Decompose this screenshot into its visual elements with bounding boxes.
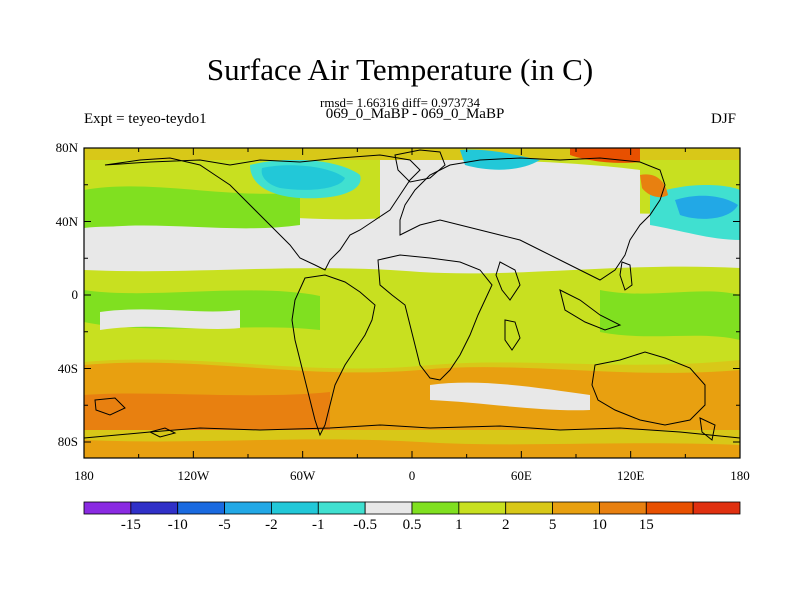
field-southern-white [430,382,590,411]
colorbar-label: 5 [548,517,557,533]
lon-tick-label: 180 [74,468,94,483]
colorbar-swatch [83,501,132,515]
coast-africa [377,254,493,381]
coast-madagascar [504,319,521,351]
field-arctic-cold [460,149,540,170]
colorbar [83,501,741,515]
coast-nz [699,417,716,441]
colorbar-swatch [271,501,319,515]
colorbar-swatch [411,501,460,515]
colorbar-label: 2 [501,517,510,533]
colorbar-label: -2 [265,517,278,533]
colorbar-label: -0.5 [353,517,378,533]
colorbar-label: -15 [120,517,141,533]
colorbar-swatch [364,501,413,515]
field-eurasia-white [380,159,640,267]
coast-australia [591,351,706,426]
coast-southern-island [94,397,126,416]
season-label: DJF [711,111,737,127]
lat-tick-label: 0 [71,287,79,302]
field-band-dark-orange [84,392,330,430]
colorbar-label: 15 [638,517,654,533]
field-pacific-white [100,309,240,330]
coast-india [495,261,521,301]
lat-tick-label: 40N [55,213,78,229]
stats-line: rmsd= 1.66316 diff= 0.973734 [320,95,480,110]
axis-ticks [83,147,741,458]
colorbar-swatch [130,501,179,515]
plot-title: Surface Air Temperature (in C) [206,52,594,87]
experiment-label: Expt = teyeo-teydo1 [84,111,207,127]
colorbar-swatch [317,501,366,515]
coast-se-asia [559,289,622,331]
coast-eurasia [399,157,666,281]
coast-greenland [394,149,446,183]
temperature-field [84,148,740,458]
colorbar-label: -5 [218,517,231,533]
field-north-pacific-white [84,226,260,264]
colorbar-label: 1 [455,517,463,533]
lat-tick-label: 80S [57,434,78,449]
field-cold-patch-np-core [675,195,738,219]
coast-east-asia-island [619,261,633,291]
lon-tick-label: 60W [290,468,316,483]
coast-antarctica [84,424,740,439]
colorbar-swatch [224,501,272,515]
field-band-east-green [600,290,740,340]
field-arctic-warm [570,148,640,163]
field-siberia-warm [640,174,668,198]
lon-tick-label: 60E [510,468,532,483]
colorbar-swatch [552,501,600,515]
case-label: 069_0_MaBP - 069_0_MaBP [325,106,505,122]
coast-antarctic-peninsula [148,427,177,438]
lon-tick-label: 180 [730,468,750,483]
coast-south-america [291,274,376,437]
colorbar-swatch [505,501,553,515]
lat-tick-label: 40S [57,360,78,376]
colorbar-label: 10 [591,517,607,533]
colorbar-label: 0.5 [402,517,422,533]
colorbar-swatch [692,501,741,515]
lon-tick-label: 120E [616,468,645,483]
colorbar-swatch [177,501,225,515]
lon-tick-label: 120W [177,468,210,483]
lat-tick-label: 80N [55,140,78,155]
coast-north-america [104,154,421,271]
coastlines [84,149,740,441]
colorbar-swatch [645,501,694,515]
field-cold-patch-na-core [261,165,345,190]
lon-tick-label: 0 [408,468,416,483]
colorbar-swatch [599,501,647,515]
colorbar-label: -10 [167,517,188,533]
colorbar-label: -1 [312,517,325,533]
colorbar-swatch [458,501,507,515]
field-band-antarctic-orange [84,439,740,458]
field-band-north-green [84,186,300,230]
